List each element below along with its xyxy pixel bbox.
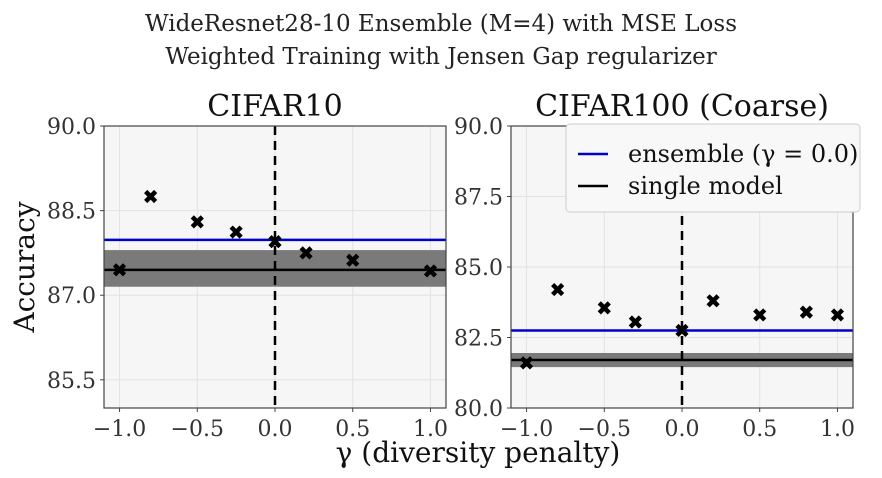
- ytick-label-1: 82.5: [454, 327, 503, 352]
- ytick-label-1: 87.0: [47, 284, 96, 309]
- ytick-label-0: 85.5: [47, 369, 96, 394]
- ytick-label-2: 85.0: [454, 256, 503, 281]
- x-ticks-right: −1.0 −0.5 0.0 0.5 1.0: [500, 408, 855, 442]
- xtick-label-4: 1.0: [413, 417, 448, 442]
- ytick-label-4: 90.0: [454, 115, 503, 140]
- data-point-5: [299, 246, 313, 260]
- xtick-label-3: 0.5: [335, 417, 370, 442]
- data-point-2: [190, 215, 204, 229]
- y-ticks-left: 85.5 87.0 88.5 90.0: [47, 115, 104, 394]
- points-right: [519, 282, 845, 370]
- xtick-label-4: 1.0: [820, 417, 855, 442]
- panel-cifar100: −1.0 −0.5 0.0 0.5 1.0 80.0 82.5 85.0 87.5 90.0 C…: [454, 89, 861, 442]
- legend-single-label: single model: [628, 172, 783, 200]
- panel-cifar10: −1.0 −0.5 0.0 0.5 1.0 85.5 87.0 88.5 90.0 CIFAR…: [47, 89, 448, 442]
- suptitle-line2: Weighted Training with Jensen Gap regula…: [165, 44, 717, 70]
- legend-ensemble-label: ensemble (γ = 0.0): [628, 140, 858, 168]
- xtick-label-0: −1.0: [93, 417, 146, 442]
- data-point-2: [597, 301, 611, 315]
- legend-box: [565, 123, 861, 213]
- data-point-3: [628, 315, 642, 329]
- xtick-label-2: 0.0: [665, 417, 700, 442]
- x-axis-label: γ (diversity penalty): [336, 436, 621, 469]
- x-ticks-left: −1.0 −0.5 0.0 0.5 1.0: [93, 408, 448, 442]
- points-left: [112, 189, 438, 278]
- data-point-7: [799, 305, 813, 319]
- ytick-label-2: 88.5: [47, 200, 96, 225]
- data-point-7: [423, 264, 438, 278]
- xtick-label-0: −1.0: [500, 417, 553, 442]
- xtick-label-1: −0.5: [171, 417, 224, 442]
- data-point-1: [144, 189, 158, 204]
- data-point-4: [268, 235, 282, 249]
- title-right: CIFAR100 (Coarse): [535, 89, 829, 124]
- xtick-label-1: −0.5: [578, 417, 631, 442]
- xtick-label-3: 0.5: [742, 417, 777, 442]
- data-point-6: [346, 253, 360, 267]
- data-point-0: [519, 356, 534, 370]
- data-point-4: [675, 323, 689, 338]
- ytick-label-3: 87.5: [454, 186, 503, 211]
- data-point-0: [112, 263, 127, 277]
- data-point-3: [229, 225, 243, 239]
- data-point-5: [706, 294, 720, 308]
- data-point-6: [753, 308, 767, 322]
- y-ticks-right: 80.0 82.5 85.0 87.5 90.0: [454, 115, 511, 422]
- suptitle-line1: WideResnet28-10 Ensemble (M=4) with MSE …: [145, 11, 737, 37]
- data-point-8: [830, 308, 845, 322]
- y-axis-label: Accuracy: [8, 201, 41, 333]
- legend: ensemble (γ = 0.0) single model: [565, 123, 861, 213]
- xtick-label-2: 0.0: [258, 417, 293, 442]
- data-point-1: [551, 282, 565, 297]
- ytick-label-3: 90.0: [47, 115, 96, 140]
- title-left: CIFAR10: [207, 89, 342, 124]
- ytick-label-0: 80.0: [454, 397, 503, 422]
